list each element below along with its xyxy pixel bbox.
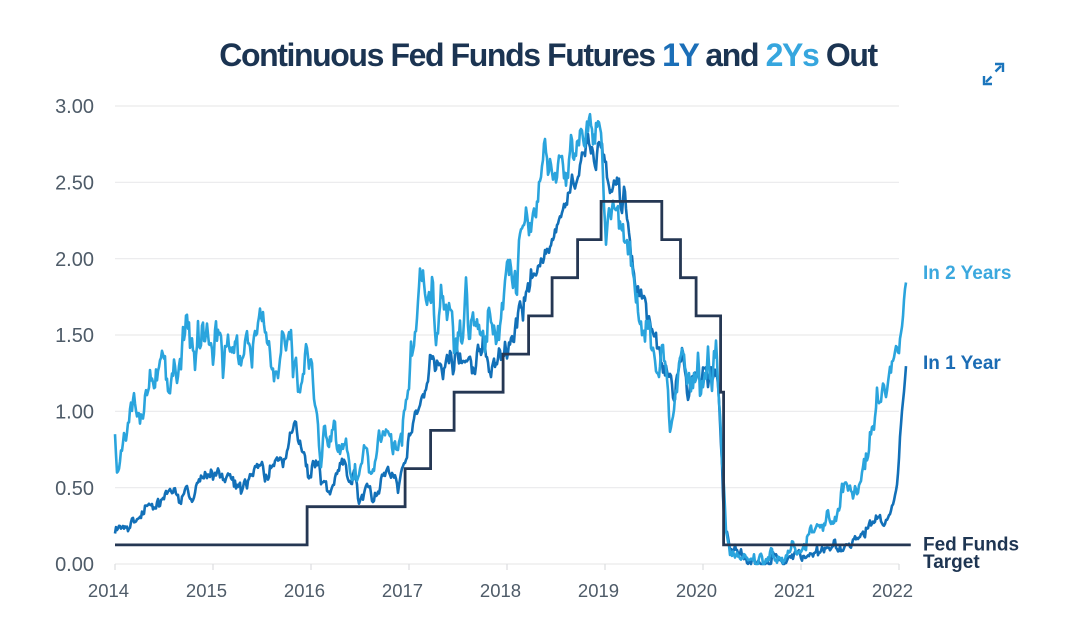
svg-text:0.50: 0.50 (55, 478, 94, 500)
svg-text:1.50: 1.50 (55, 325, 94, 347)
svg-text:2019: 2019 (578, 580, 619, 601)
svg-text:2018: 2018 (480, 580, 521, 601)
svg-text:2015: 2015 (186, 580, 227, 601)
svg-text:2.50: 2.50 (55, 172, 94, 194)
svg-text:2.00: 2.00 (55, 249, 94, 271)
svg-text:2014: 2014 (88, 580, 129, 601)
svg-text:2022: 2022 (872, 580, 913, 601)
svg-text:2021: 2021 (774, 580, 815, 601)
svg-text:Fed Funds: Fed Funds (923, 535, 1019, 556)
svg-text:2020: 2020 (676, 580, 717, 601)
svg-text:0.00: 0.00 (55, 554, 94, 576)
svg-text:In 1 Year: In 1 Year (923, 353, 1001, 374)
svg-text:Target: Target (923, 552, 980, 573)
svg-text:In 2 Years: In 2 Years (923, 263, 1011, 284)
svg-text:3.00: 3.00 (55, 96, 94, 118)
svg-text:1.00: 1.00 (55, 401, 94, 423)
svg-text:2017: 2017 (382, 580, 423, 601)
svg-text:2016: 2016 (284, 580, 325, 601)
